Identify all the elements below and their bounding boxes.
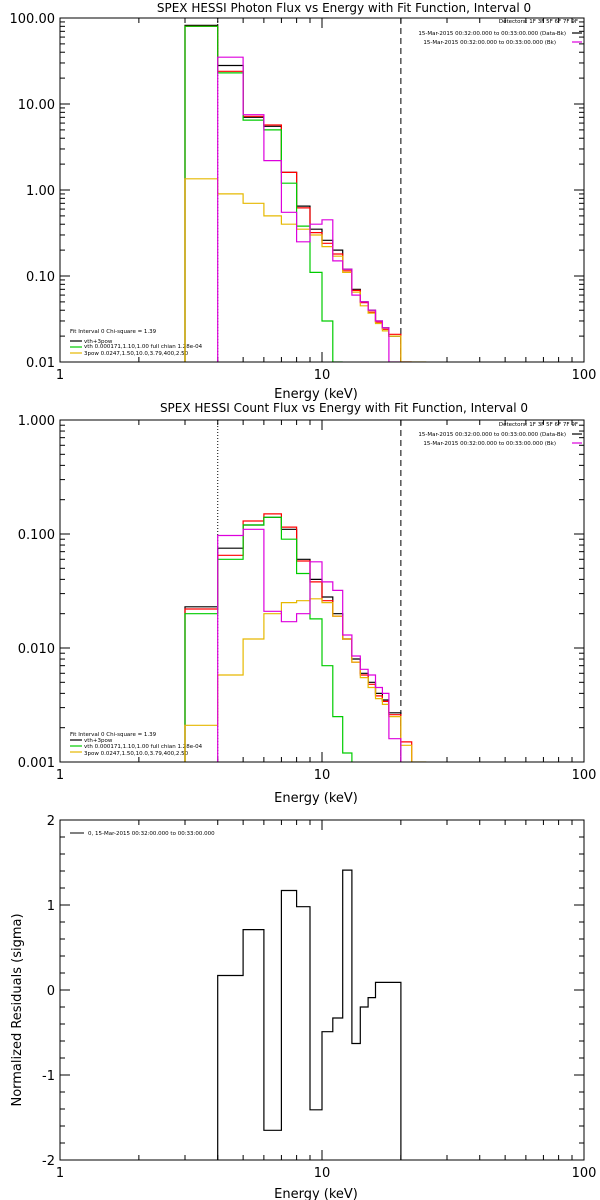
x-tick-label: 10 bbox=[314, 768, 331, 783]
y-tick-label: 2 bbox=[47, 814, 55, 829]
y-tick-label: -2 bbox=[42, 1154, 55, 1169]
plot-frame bbox=[59, 819, 585, 1161]
x-tick-label: 10 bbox=[314, 368, 331, 383]
series-line bbox=[184, 178, 427, 362]
legend-line: 0, 15-Mar-2015 00:32:00.000 to 00:33:00.… bbox=[88, 831, 215, 837]
legend-line: Fit Interval 0 Chi-square = 1.39 bbox=[70, 732, 157, 738]
count-flux-title: SPEX HESSI Count Flux vs Energy with Fit… bbox=[160, 401, 528, 415]
y-tick-label: 10.00 bbox=[18, 98, 55, 113]
residuals-ylabel: Normalized Residuals (sigma) bbox=[10, 913, 25, 1106]
y-tick-label: 1.000 bbox=[18, 414, 55, 429]
series-line bbox=[217, 56, 401, 362]
header-line: 15-Mar-2015 00:32:00.000 to 00:33:00.000… bbox=[423, 441, 556, 447]
y-tick-label: 0.010 bbox=[18, 642, 55, 657]
series-line bbox=[184, 25, 343, 362]
photon-flux-title: SPEX HESSI Photon Flux vs Energy with Fi… bbox=[157, 1, 531, 15]
legend-line: vth 0.000171,1.10,1.00 full chian 1.28e-… bbox=[84, 744, 203, 750]
plot-frame bbox=[59, 419, 585, 763]
x-tick-label: 100 bbox=[572, 368, 597, 383]
photon-flux-xlabel: Energy (keV) bbox=[274, 387, 358, 402]
count-flux-panel: SPEX HESSI Count Flux vs Energy with Fit… bbox=[18, 401, 597, 806]
header-line: Detectors: 1F 3F 5F 6F 7F 9F bbox=[499, 19, 578, 25]
x-tick-label: 100 bbox=[572, 1166, 597, 1181]
plot-frame bbox=[59, 17, 585, 363]
residuals-legend: 0, 15-Mar-2015 00:32:00.000 to 00:33:00.… bbox=[70, 831, 215, 837]
count-flux-header: Detectors: 1F 3F 5F 6F 7F 9F 15-Mar-2015… bbox=[418, 422, 578, 447]
y-tick-label: 0.001 bbox=[18, 756, 55, 771]
y-tick-label: 1.00 bbox=[26, 184, 55, 199]
legend-line: vth 0.000171,1.10,1.00 full chian 1.28e-… bbox=[84, 344, 203, 350]
legend-line: vth+3pow bbox=[84, 339, 113, 345]
header-line: Detectors: 1F 3F 5F 6F 7F 9F bbox=[499, 422, 578, 428]
series-line bbox=[217, 528, 402, 762]
series-line bbox=[184, 598, 427, 762]
legend-line: vth+3pow bbox=[84, 738, 113, 744]
y-tick-label: -1 bbox=[42, 1069, 55, 1084]
series-group bbox=[184, 513, 427, 762]
x-tick-label: 10 bbox=[314, 1166, 331, 1181]
legend-line: Fit Interval 0 Chi-square = 1.39 bbox=[70, 329, 157, 335]
y-tick-label: 0 bbox=[47, 984, 55, 999]
y-tick-label: 100.00 bbox=[10, 12, 56, 27]
y-tick-label: 0.10 bbox=[26, 270, 55, 285]
series-group bbox=[217, 869, 402, 1160]
header-line: 15-Mar-2015 00:32:00.000 to 00:33:00.000… bbox=[423, 40, 556, 46]
series-group bbox=[184, 24, 427, 362]
x-tick-label: 100 bbox=[572, 768, 597, 783]
photon-flux-panel: SPEX HESSI Photon Flux vs Energy with Fi… bbox=[10, 1, 597, 402]
series-line bbox=[184, 513, 413, 762]
header-line: 15-Mar-2015 00:32:00.000 to 00:33:00.000… bbox=[418, 432, 566, 438]
series-line bbox=[217, 869, 402, 1160]
header-line: 15-Mar-2015 00:32:00.000 to 00:33:00.000… bbox=[418, 31, 566, 37]
residuals-panel: Energy (keV) Normalized Residuals (sigma… bbox=[10, 814, 596, 1200]
photon-flux-header: Detectors: 1F 3F 5F 6F 7F 9F 15-Mar-2015… bbox=[418, 19, 578, 46]
x-tick-label: 1 bbox=[56, 768, 64, 783]
count-flux-xlabel: Energy (keV) bbox=[274, 791, 358, 806]
photon-flux-legend: Fit Interval 0 Chi-square = 1.39 vth+3po… bbox=[70, 329, 203, 357]
x-tick-label: 1 bbox=[56, 1166, 64, 1181]
residuals-xlabel: Energy (keV) bbox=[274, 1187, 358, 1200]
count-flux-legend: Fit Interval 0 Chi-square = 1.39 vth+3po… bbox=[70, 732, 203, 757]
x-tick-label: 1 bbox=[56, 368, 64, 383]
legend-line: 3pow 0.0247,1.50,10.0,3.79,400,2.50 bbox=[84, 351, 189, 357]
y-tick-label: 1 bbox=[47, 899, 55, 914]
y-tick-label: 0.100 bbox=[18, 528, 55, 543]
y-tick-label: 0.01 bbox=[26, 356, 55, 371]
legend-line: 3pow 0.0247,1.50,10.0,3.79,400,2.50 bbox=[84, 751, 189, 757]
series-line bbox=[184, 516, 353, 762]
